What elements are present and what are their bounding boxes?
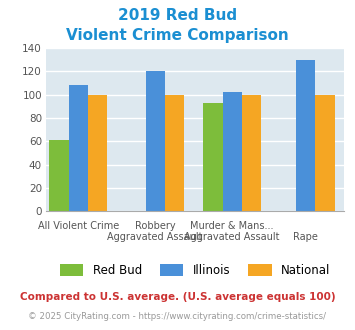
Bar — [146, 71, 165, 211]
Bar — [49, 140, 69, 211]
Text: Robbery: Robbery — [135, 221, 175, 231]
Bar — [69, 85, 88, 211]
Bar — [223, 92, 242, 211]
Bar — [242, 94, 261, 211]
Text: 2019 Red Bud: 2019 Red Bud — [118, 8, 237, 23]
Text: © 2025 CityRating.com - https://www.cityrating.com/crime-statistics/: © 2025 CityRating.com - https://www.city… — [28, 312, 327, 321]
Text: All Violent Crime: All Violent Crime — [38, 221, 119, 231]
Text: Murder & Mans...: Murder & Mans... — [190, 221, 274, 231]
Legend: Red Bud, Illinois, National: Red Bud, Illinois, National — [60, 264, 331, 277]
Bar — [88, 94, 107, 211]
Bar — [203, 103, 223, 211]
Text: Rape: Rape — [294, 232, 318, 243]
Text: Violent Crime Comparison: Violent Crime Comparison — [66, 28, 289, 43]
Text: Aggravated Assault: Aggravated Assault — [108, 232, 203, 243]
Text: Compared to U.S. average. (U.S. average equals 100): Compared to U.S. average. (U.S. average … — [20, 292, 335, 302]
Bar — [316, 94, 335, 211]
Text: Aggravated Assault: Aggravated Assault — [184, 232, 280, 243]
Bar — [296, 59, 316, 211]
Bar — [165, 94, 184, 211]
